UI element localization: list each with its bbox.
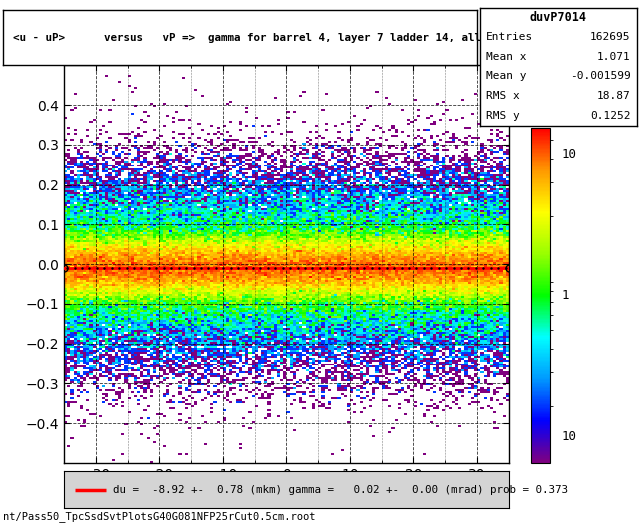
Text: <u - uP>      versus   vP =>  gamma for barrel 4, layer 7 ladder 14, all wafers: <u - uP> versus vP => gamma for barrel 4… (13, 33, 526, 43)
Text: RMS x: RMS x (486, 91, 520, 101)
Text: -0.001599: -0.001599 (570, 72, 630, 82)
Text: 1: 1 (562, 289, 570, 302)
Text: Entries: Entries (486, 32, 534, 42)
Text: du =  -8.92 +-  0.78 (mkm) gamma =   0.02 +-  0.00 (mrad) prob = 0.373: du = -8.92 +- 0.78 (mkm) gamma = 0.02 +-… (113, 484, 568, 495)
Text: 162695: 162695 (590, 32, 630, 42)
Text: nt/Pass50_TpcSsdSvtPlotsG40G081NFP25rCut0.5cm.root: nt/Pass50_TpcSsdSvtPlotsG40G081NFP25rCut… (3, 511, 316, 522)
Text: 10: 10 (562, 149, 577, 162)
Text: RMS y: RMS y (486, 111, 520, 121)
Text: Mean x: Mean x (486, 52, 527, 62)
Text: duvP7014: duvP7014 (530, 11, 587, 24)
Text: 1.071: 1.071 (596, 52, 630, 62)
Text: 18.87: 18.87 (596, 91, 630, 101)
Text: 10: 10 (562, 429, 577, 442)
Text: 0.1252: 0.1252 (590, 111, 630, 121)
Text: Mean y: Mean y (486, 72, 527, 82)
